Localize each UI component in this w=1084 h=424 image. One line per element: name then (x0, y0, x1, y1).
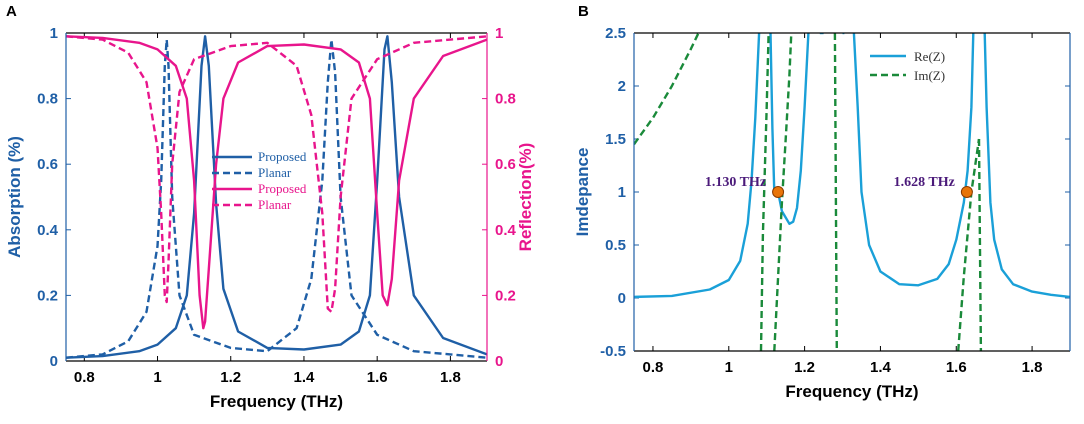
y-tick-label: -0.5 (600, 343, 626, 360)
y-tick-label: 2 (618, 78, 626, 95)
panel-label-b: B (578, 3, 589, 20)
y2-axis-title: Reflection(%) (516, 143, 535, 252)
series-line-re-z (852, 33, 975, 287)
resonance-frequency-label: 1.628 THz (894, 175, 955, 190)
y-tick-label: 0 (618, 290, 626, 307)
x-tick-label: 1.6 (946, 359, 967, 376)
x-tick-label: 1 (153, 369, 161, 386)
y-axis-title: Imdepance (573, 148, 592, 237)
legend-entry: Proposed (258, 149, 307, 164)
x-tick-label: 0.8 (643, 359, 664, 376)
series-line-im-z (759, 33, 770, 351)
legend-entry: Re(Z) (914, 49, 945, 64)
series-line-proposed-absorption (66, 35, 487, 359)
x-tick-label: 1.8 (1022, 359, 1043, 376)
x-tick-label: 1.2 (794, 359, 815, 376)
series-line-re-z (983, 33, 1070, 299)
y-tick-label: 0.2 (37, 287, 58, 304)
y-tick-label: 1 (50, 25, 58, 42)
x-tick-label: 1.2 (220, 369, 241, 386)
series-line-planar-reflection (66, 35, 487, 313)
y-tick-label: 0.4 (37, 222, 59, 239)
series-line-re-z (769, 33, 810, 225)
series-line-planar-absorption (66, 38, 487, 359)
x-tick-label: 1.6 (367, 369, 388, 386)
series-line-re-z (634, 33, 761, 299)
x-tick-label: 1.4 (870, 359, 892, 376)
resonance-point-marker (772, 186, 785, 198)
series-line-im-z (773, 33, 793, 351)
y2-tick-label: 0.8 (495, 91, 516, 108)
x-tick-label: 0.8 (74, 369, 95, 386)
y2-tick-label: 0.4 (495, 222, 517, 239)
y-axis-title: Absorption (%) (5, 136, 24, 258)
y-tick-label: 0.5 (605, 237, 626, 254)
y-tick-label: 0.8 (37, 91, 58, 108)
plot-area (66, 35, 487, 359)
y-tick-label: 1 (618, 184, 626, 201)
series-line-im-z (634, 33, 700, 145)
panel-label-a: A (6, 3, 17, 20)
resonance-point-marker (960, 186, 973, 198)
y2-tick-label: 0 (495, 353, 503, 370)
x-axis-title: Frequency (THz) (785, 382, 918, 401)
legend-entry: Im(Z) (914, 68, 945, 83)
series-line-proposed-reflection (66, 35, 487, 330)
chart-panel-a: 0.8 1 1.2 1.4 1.6 1.8 0 0.2 0.4 0.6 0.8 1 0 0.2 0.4 0.6… (5, 25, 535, 411)
legend-entry: Proposed (258, 181, 307, 196)
series-line-im-z (833, 33, 838, 351)
chart-panel-b: 0.8 1 1.2 1.4 1.6 1.8 -0.5 0 0.5 1 1.5 2 2.5 Frequenc… (573, 25, 1071, 401)
legend: Re(Z) Im(Z) (870, 49, 945, 83)
y-tick-label: 2.5 (605, 25, 626, 42)
resonance-frequency-label: 1.130 THz (705, 175, 766, 190)
y-tick-label: 0.6 (37, 156, 58, 173)
y-tick-label: 0 (50, 353, 58, 370)
legend-entry: Planar (258, 197, 292, 212)
y2-tick-label: 0.6 (495, 156, 516, 173)
series-line-im-z (977, 138, 983, 351)
x-axis-title: Frequency (THz) (210, 392, 343, 411)
y2-tick-label: 0.2 (495, 287, 516, 304)
legend-entry: Planar (258, 165, 292, 180)
plot-area (634, 33, 1070, 351)
y-tick-label: 1.5 (605, 131, 626, 148)
series-line-im-z (957, 138, 981, 351)
x-tick-label: 1 (725, 359, 733, 376)
x-tick-label: 1.4 (294, 369, 316, 386)
x-tick-label: 1.8 (440, 369, 461, 386)
y2-tick-label: 1 (495, 25, 503, 42)
